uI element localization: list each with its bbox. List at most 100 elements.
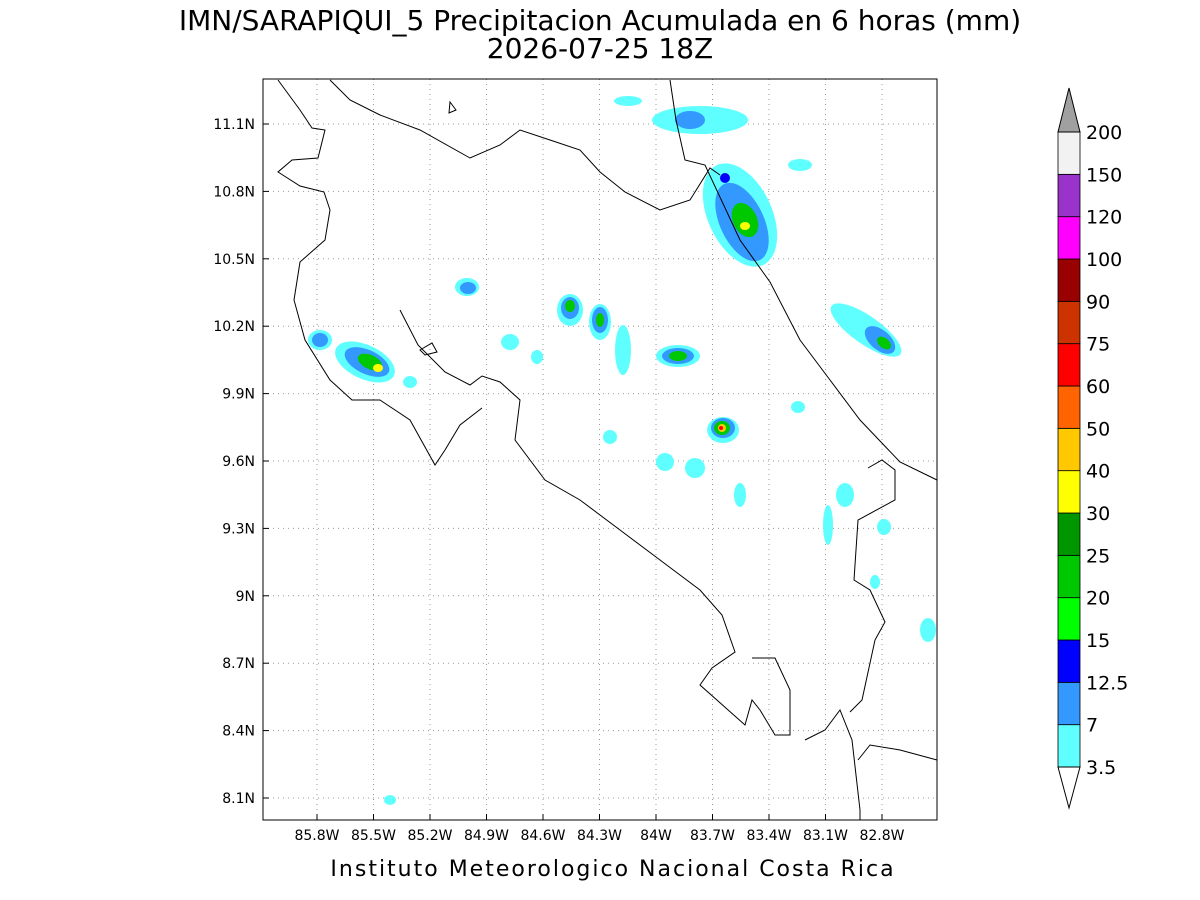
rain-area bbox=[656, 453, 674, 471]
colorbar-segment bbox=[1057, 724, 1081, 768]
colorbar-label: 25 bbox=[1086, 545, 1110, 567]
colorbar-segment bbox=[1057, 597, 1081, 641]
colorbar-label: 40 bbox=[1086, 461, 1110, 483]
y-tick-label: 9.9N bbox=[222, 387, 255, 403]
y-tick-label: 10.8N bbox=[213, 184, 255, 200]
title: IMN/SARAPIQUI_5 Precipitacion Acumulada … bbox=[179, 4, 1021, 37]
colorbar-label: 30 bbox=[1086, 503, 1110, 525]
border bbox=[329, 79, 721, 211]
colorbar: 3.5 7 12.5 15 20 25 30 40 50 60 75 90 100 120 150 200 bbox=[1057, 87, 1128, 810]
x-tick-label: 84.9W bbox=[464, 828, 509, 844]
rain-area bbox=[403, 376, 417, 388]
rain-area bbox=[720, 173, 730, 183]
rain-area bbox=[734, 483, 746, 507]
precipitation bbox=[308, 96, 936, 805]
coastline bbox=[669, 79, 938, 481]
x-tick-label: 84.6W bbox=[520, 828, 565, 844]
colorbar-under bbox=[1057, 766, 1081, 810]
rain-area bbox=[603, 430, 617, 444]
y-tick-label: 9N bbox=[236, 589, 255, 605]
rain-area bbox=[384, 795, 396, 805]
colorbar-label: 100 bbox=[1086, 249, 1122, 271]
precip-peak bbox=[373, 173, 750, 432]
rain-area bbox=[788, 159, 812, 171]
colorbar-label: 150 bbox=[1086, 164, 1122, 186]
colorbar-segment bbox=[1057, 258, 1081, 302]
colorbar-segment bbox=[1057, 512, 1081, 556]
colorbar-segment bbox=[1057, 470, 1081, 514]
island bbox=[419, 342, 438, 356]
rain-area bbox=[791, 401, 805, 413]
colorbar-segment bbox=[1057, 131, 1081, 175]
x-tick-label: 85.2W bbox=[407, 828, 452, 844]
x-tick-label: 83.4W bbox=[746, 828, 791, 844]
coastlines bbox=[277, 79, 938, 820]
colorbar-label: 75 bbox=[1086, 334, 1110, 356]
colorbar-label: 7 bbox=[1086, 715, 1098, 737]
rain-area bbox=[615, 325, 631, 375]
rain-area bbox=[614, 96, 642, 106]
x-tick-label: 85.8W bbox=[294, 828, 339, 844]
colorbar-label: 90 bbox=[1086, 291, 1110, 313]
x-tick-label: 84W bbox=[640, 828, 672, 844]
colorbar-label: 120 bbox=[1086, 207, 1122, 229]
precip-moderate bbox=[312, 111, 896, 438]
border bbox=[849, 459, 896, 713]
y-tick-label: 11.1N bbox=[213, 117, 255, 133]
colorbar-label: 50 bbox=[1086, 418, 1110, 440]
y-tick-label: 8.7N bbox=[222, 656, 255, 672]
rain-area bbox=[596, 313, 604, 327]
coastline bbox=[277, 79, 483, 466]
colorbar-segment bbox=[1057, 300, 1081, 345]
y-tick-label: 9.3N bbox=[222, 521, 255, 537]
y-tick-label: 9.6N bbox=[222, 454, 255, 470]
y-tick-label: 8.4N bbox=[222, 724, 255, 740]
rain-area bbox=[920, 618, 936, 642]
coastline bbox=[804, 708, 861, 820]
x-tick-label: 83.7W bbox=[690, 828, 735, 844]
colorbar-label: 60 bbox=[1086, 376, 1110, 398]
subtitle: 2026-07-25 18Z bbox=[487, 32, 713, 65]
colorbar-segment bbox=[1057, 173, 1081, 218]
colorbar-label: 12.5 bbox=[1086, 672, 1128, 694]
grid bbox=[263, 79, 937, 820]
colorbar-segment bbox=[1057, 681, 1081, 726]
coastline bbox=[399, 309, 791, 736]
rain-area bbox=[719, 426, 723, 430]
rain-area bbox=[460, 282, 476, 294]
colorbar-segment bbox=[1057, 343, 1081, 387]
colorbar-segment bbox=[1057, 554, 1081, 599]
rain-area bbox=[373, 364, 383, 372]
x-tick-label: 83.1W bbox=[803, 828, 848, 844]
colorbar-over bbox=[1057, 87, 1081, 133]
y-tick-label: 8.1N bbox=[222, 791, 255, 807]
y-tick-label: 10.2N bbox=[213, 319, 255, 335]
rain-area bbox=[836, 483, 854, 507]
x-tick-label: 82.8W bbox=[859, 828, 904, 844]
rain-area bbox=[685, 458, 705, 478]
rain-area bbox=[870, 575, 880, 589]
rain-area bbox=[877, 519, 891, 535]
rain-area bbox=[877, 336, 891, 350]
rain-area bbox=[675, 111, 705, 129]
colorbar-label: 200 bbox=[1086, 122, 1122, 144]
island bbox=[448, 100, 457, 114]
rain-area bbox=[740, 222, 750, 230]
rain-area bbox=[669, 351, 687, 361]
rain-area bbox=[312, 333, 328, 347]
rain-area bbox=[731, 202, 759, 238]
colorbar-label: 20 bbox=[1086, 588, 1110, 610]
x-tick-label: 84.3W bbox=[577, 828, 622, 844]
precip-light bbox=[308, 96, 936, 805]
rain-area bbox=[823, 505, 833, 545]
colorbar-label: 15 bbox=[1086, 630, 1110, 652]
rain-area bbox=[501, 334, 519, 350]
coastline bbox=[857, 744, 938, 761]
colorbar-segment bbox=[1057, 385, 1081, 429]
y-tick-label: 10.5N bbox=[213, 252, 255, 268]
colorbar-label: 3.5 bbox=[1086, 757, 1116, 779]
axes: 85.8W 85.5W 85.2W 84.9W 84.6W 84.3W 84W 83.7W 83… bbox=[213, 117, 904, 844]
